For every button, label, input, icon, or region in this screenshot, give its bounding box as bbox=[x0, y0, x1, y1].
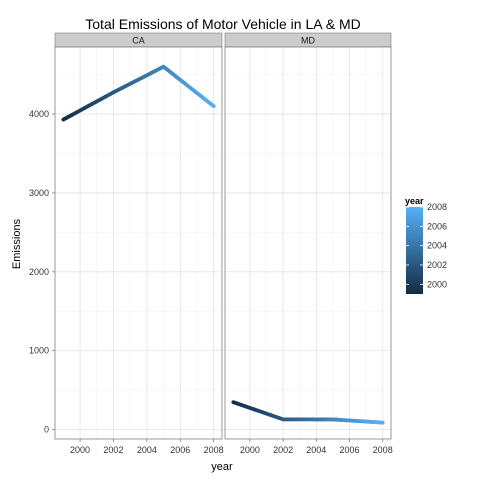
x-tick-label: 2002 bbox=[273, 445, 293, 455]
y-tick-label: 4000 bbox=[29, 109, 49, 119]
x-tick-label: 2004 bbox=[306, 445, 326, 455]
x-axis-title: year bbox=[211, 461, 233, 473]
x-tick-label: 2004 bbox=[137, 445, 157, 455]
x-tick-label: 2000 bbox=[240, 445, 260, 455]
y-tick-label: 2000 bbox=[29, 267, 49, 277]
panel-border bbox=[54, 46, 223, 440]
facet-panels: CA 2000 2002 2004 2006 2008 0 1000 2000 3000 4000 M… bbox=[29, 32, 393, 455]
legend-label: 2000 bbox=[427, 279, 447, 289]
legend-label: 2008 bbox=[427, 202, 447, 212]
y-tick-label: 1000 bbox=[29, 346, 49, 356]
series-line-segment bbox=[207, 100, 216, 109]
legend-label: 2002 bbox=[427, 260, 447, 270]
panel-border bbox=[224, 46, 392, 440]
panel-background bbox=[225, 47, 391, 439]
x-tick-label: 2006 bbox=[339, 445, 359, 455]
x-tick-label: 2008 bbox=[373, 445, 393, 455]
y-axis-title: Emissions bbox=[11, 218, 23, 269]
panel-background bbox=[55, 47, 222, 439]
legend-colorbar bbox=[406, 207, 423, 294]
chart-title: Total Emissions of Motor Vehicle in LA &… bbox=[85, 16, 360, 32]
facet-strip-label: CA bbox=[132, 36, 145, 46]
facet-panel-md: MD 2000 2002 2004 2006 2008 bbox=[224, 32, 393, 455]
x-tick-label: 2000 bbox=[70, 445, 90, 455]
x-tick-label: 2006 bbox=[170, 445, 190, 455]
legend-label: 2006 bbox=[427, 221, 447, 231]
legend: year 2008 2006 2004 2002 2000 bbox=[405, 196, 447, 294]
legend-label: 2004 bbox=[427, 241, 447, 251]
y-tick-label: 3000 bbox=[29, 188, 49, 198]
facet-panel-ca: CA 2000 2002 2004 2006 2008 0 1000 2000 3000 4000 bbox=[29, 32, 224, 455]
x-tick-label: 2008 bbox=[204, 445, 224, 455]
facet-strip-label: MD bbox=[301, 36, 315, 46]
legend-title: year bbox=[405, 196, 424, 206]
x-tick-label: 2002 bbox=[103, 445, 123, 455]
y-tick-label: 0 bbox=[44, 425, 49, 435]
